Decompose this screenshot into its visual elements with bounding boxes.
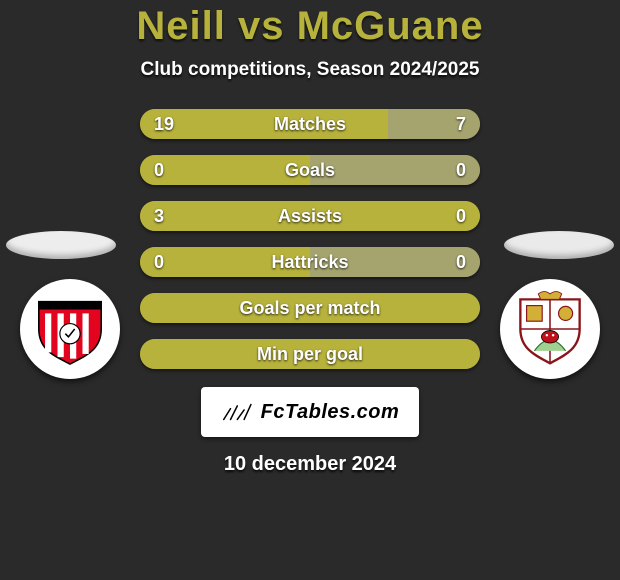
stat-bar-stack: 197Matches 00Goals 30Assists 00Hattricks Goa…	[140, 109, 480, 369]
content-area: 197Matches 00Goals 30Assists 00Hattricks Goa…	[0, 109, 620, 476]
stat-bar: 197Matches	[140, 109, 480, 139]
player2-club-crest	[500, 279, 600, 379]
player2-ellipse	[504, 231, 614, 259]
fctables-text: FcTables.com	[261, 401, 400, 424]
stat-label: Goals	[140, 155, 480, 185]
stat-label: Assists	[140, 201, 480, 231]
fctables-logo-icon	[221, 401, 255, 423]
stat-bar: 30Assists	[140, 201, 480, 231]
stat-label: Min per goal	[140, 339, 480, 369]
stat-bar: 00Goals	[140, 155, 480, 185]
sunderland-crest-icon	[31, 290, 109, 368]
stat-bar: Goals per match	[140, 293, 480, 323]
page-title: Neill vs McGuane	[0, 4, 620, 49]
stat-bar: Min per goal	[140, 339, 480, 369]
stat-bar: 00Hattricks	[140, 247, 480, 277]
stat-label: Matches	[140, 109, 480, 139]
fctables-badge[interactable]: FcTables.com	[201, 387, 419, 437]
subtitle: Club competitions, Season 2024/2025	[0, 59, 620, 81]
stat-label: Hattricks	[140, 247, 480, 277]
date-text: 10 december 2024	[0, 453, 620, 476]
player1-club-crest	[20, 279, 120, 379]
comparison-card: Neill vs McGuane Club competitions, Seas…	[0, 0, 620, 580]
bristol-city-crest-icon	[511, 290, 589, 368]
player1-ellipse	[6, 231, 116, 259]
stat-label: Goals per match	[140, 293, 480, 323]
